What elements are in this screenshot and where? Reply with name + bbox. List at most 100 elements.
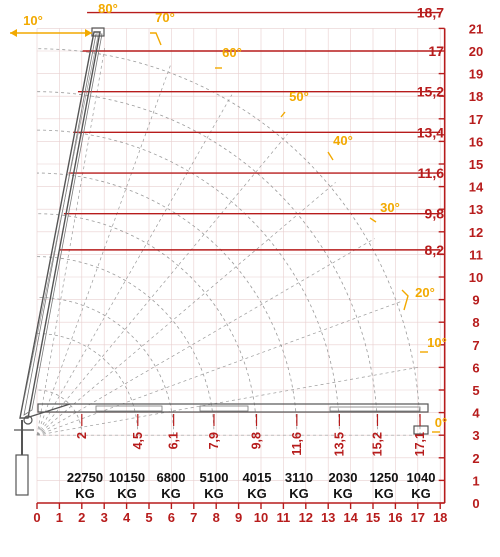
load-unit: KG (75, 486, 95, 501)
x-tick-label: 6 (168, 510, 175, 525)
x-tick-label: 17 (411, 510, 425, 525)
load-unit: KG (161, 486, 181, 501)
y-tick-label: 12 (469, 225, 483, 240)
x-tick-label: 10 (254, 510, 268, 525)
angle-radial (36, 133, 288, 436)
y-tick-label: 15 (469, 157, 483, 172)
y-tick-label: 7 (472, 338, 479, 353)
outreach-label: 9,8 (250, 432, 264, 449)
load-value: 22750 (67, 470, 103, 485)
x-tick-label: 11 (277, 510, 291, 525)
angle-radials (36, 47, 427, 436)
y-tick-label: 19 (469, 67, 483, 82)
height-label: 15,2 (417, 84, 444, 100)
x-tick-label: 13 (321, 510, 335, 525)
angle-radial (36, 47, 106, 436)
x-tick-label: 18 (433, 510, 447, 525)
x-tick-label: 1 (56, 510, 63, 525)
load-value: 1250 (370, 470, 399, 485)
height-label: 13,4 (417, 124, 444, 140)
y-tick-label: 11 (469, 247, 483, 262)
crane-drawing (14, 27, 429, 496)
reach-arc (36, 48, 421, 436)
y-tick-label: 14 (469, 180, 484, 195)
outreach-label: 7,9 (207, 432, 221, 449)
y-tick-label: 20 (469, 44, 483, 59)
x-tick-label: 4 (123, 510, 131, 525)
jib-offset-label: 10° (23, 13, 43, 28)
y-tick-label: 13 (469, 202, 483, 217)
y-tick-label: 9 (472, 293, 479, 308)
jib-offset-arrow-icon (10, 29, 17, 37)
outreach-label: 13,5 (332, 432, 346, 456)
angle-radial (36, 366, 421, 436)
y-tick-label: 5 (472, 383, 479, 398)
angle-radial (36, 300, 404, 436)
load-unit: KG (333, 486, 353, 501)
x-tick-label: 2 (78, 510, 85, 525)
x-tick-label: 7 (190, 510, 197, 525)
angle-radial (36, 182, 336, 436)
angle-label: 80° (98, 1, 118, 16)
y-tick-label: 2 (472, 451, 479, 466)
y-tick-label: 1 (472, 473, 479, 488)
x-tick-label: 5 (145, 510, 152, 525)
load-value: 10150 (109, 470, 145, 485)
outreach-label: 11,6 (290, 432, 304, 456)
angle-label: 50° (289, 89, 309, 104)
x-tick-label: 16 (388, 510, 402, 525)
angle-radial (36, 94, 233, 436)
angle-marker (327, 151, 334, 161)
load-unit: KG (374, 486, 394, 501)
height-label: 11,6 (418, 165, 445, 181)
angle-label: 20° (415, 285, 435, 300)
outreach-label: 2 (75, 432, 89, 439)
angle-label: 40° (333, 133, 353, 148)
outreach-label: 6,1 (167, 432, 181, 449)
x-tick-label: 3 (101, 510, 108, 525)
reach-arc (36, 296, 175, 436)
angle-label: 70° (155, 10, 175, 25)
load-unit: KG (289, 486, 309, 501)
angle-marker (401, 289, 409, 311)
load-unit: KG (204, 486, 224, 501)
load-value: 6800 (157, 470, 186, 485)
y-tick-label: 17 (469, 112, 483, 127)
reach-arc (36, 333, 139, 436)
angle-marker (280, 111, 286, 118)
outreach-label: 15,2 (370, 432, 384, 456)
grid (36, 28, 441, 504)
load-unit: KG (247, 486, 267, 501)
reach-arc (36, 256, 215, 436)
angle-marker (369, 217, 377, 223)
height-label: 18,7 (417, 5, 444, 21)
y-tick-label: 0 (472, 496, 479, 511)
angle-marker (150, 32, 162, 46)
x-tick-label: 0 (33, 510, 40, 525)
load-value: 4015 (243, 470, 272, 485)
y-tick-label: 21 (469, 21, 483, 36)
height-label: 17 (428, 43, 444, 59)
y-tick-label: 10 (469, 270, 483, 285)
outreach-label: 17,1 (413, 432, 427, 456)
labels: 0 1 2 3 4 5 6 7 8 9 10 11 12 13 14 15 16 17 18012345678910… (10, 1, 484, 525)
y-tick-label: 4 (472, 406, 480, 421)
load-value: 5100 (200, 470, 229, 485)
y-tick-label: 3 (472, 428, 479, 443)
angle-label: 60° (222, 45, 242, 60)
angle-label: 30° (380, 200, 400, 215)
x-tick-label: 12 (299, 510, 313, 525)
reach-arc (36, 91, 378, 436)
y-tick-label: 6 (472, 360, 479, 375)
y-tick-label: 16 (469, 134, 483, 149)
reach-arc (36, 213, 257, 436)
x-tick-label: 15 (366, 510, 380, 525)
jib-offset-arrow-icon (85, 29, 92, 37)
height-label: 9,8 (425, 206, 445, 222)
x-tick-label: 9 (235, 510, 242, 525)
y-tick-label: 18 (469, 89, 483, 104)
load-value: 1040 (407, 470, 436, 485)
angle-label: 0° (435, 415, 447, 430)
